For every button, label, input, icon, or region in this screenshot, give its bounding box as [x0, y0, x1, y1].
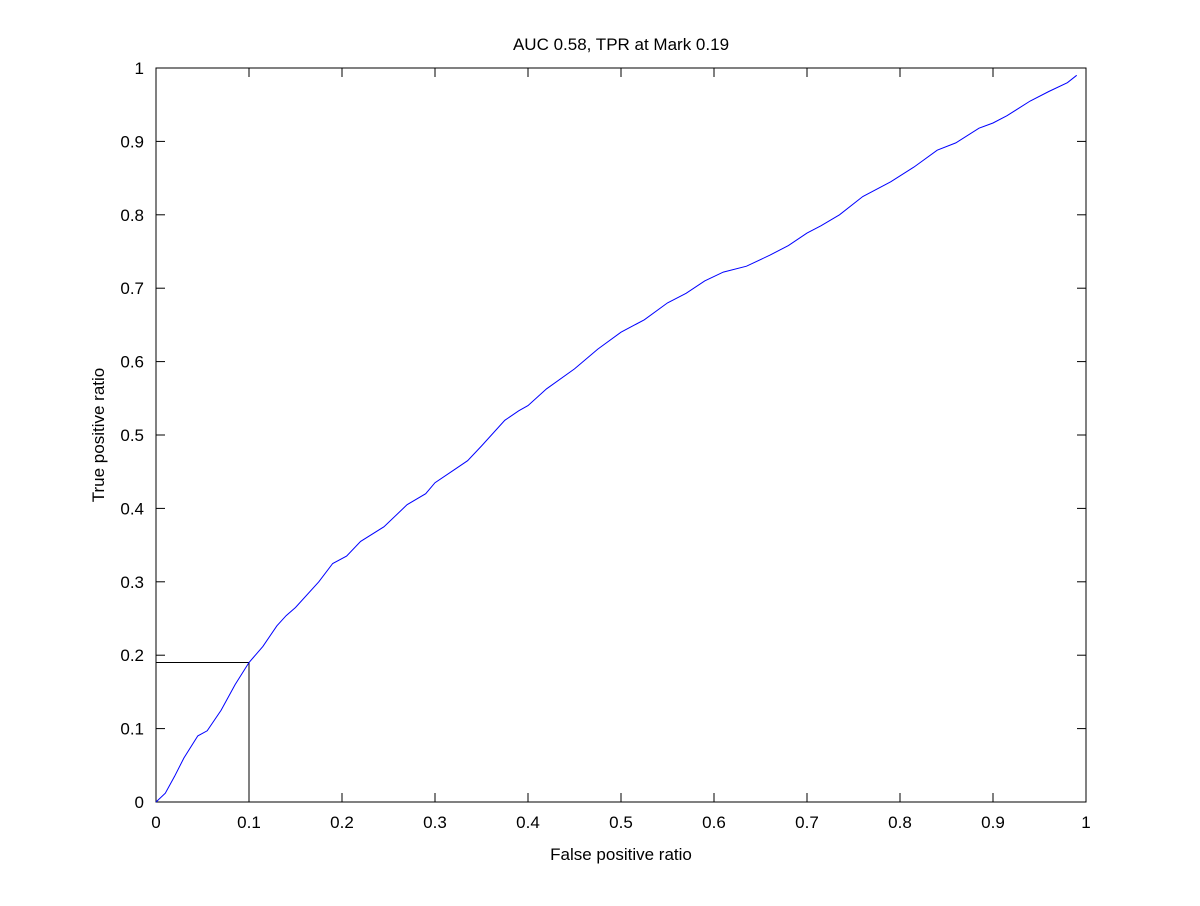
y-tick-label: 0 [135, 793, 144, 812]
axis-tick-labels: 0 0.1 0.2 0.3 0.4 0.5 0.6 0.7 0.8 0.9 1 0 0.1 0.2 0.3 0… [120, 59, 1090, 832]
plot-box [155, 67, 1087, 803]
y-tick-label: 0.7 [120, 279, 144, 298]
roc-curve-line [155, 74, 1078, 803]
x-tick-label: 0 [151, 813, 160, 832]
x-tick-label: 0.4 [516, 813, 540, 832]
x-tick-label: 0.8 [888, 813, 912, 832]
y-tick-label: 0.8 [120, 206, 144, 225]
y-tick-label: 0.6 [120, 353, 144, 372]
chart-title: AUC 0.58, TPR at Mark 0.19 [513, 35, 729, 54]
plot-area: 0 0.1 0.2 0.3 0.4 0.5 0.6 0.7 0.8 0.9 1 0 0.1 0.2 0.3 0… [120, 59, 1090, 832]
x-axis-label: False positive ratio [550, 845, 692, 864]
x-tick-label: 0.9 [981, 813, 1005, 832]
y-tick-label: 0.1 [120, 720, 144, 739]
y-tick-label: 0.9 [120, 132, 144, 151]
x-tick-label: 1 [1081, 813, 1090, 832]
y-axis-label: True positive ratio [89, 368, 108, 502]
x-tick-label: 0.2 [330, 813, 354, 832]
y-tick-label: 0.5 [120, 426, 144, 445]
x-tick-label: 0.3 [423, 813, 447, 832]
y-tick-label: 0.2 [120, 646, 144, 665]
y-tick-label: 0.4 [120, 499, 144, 518]
x-tick-label: 0.6 [702, 813, 726, 832]
y-tick-label: 1 [135, 59, 144, 78]
chart-marks [155, 74, 1078, 803]
x-tick-label: 0.7 [795, 813, 819, 832]
x-tick-label: 0.1 [237, 813, 261, 832]
x-tick-label: 0.5 [609, 813, 633, 832]
y-tick-label: 0.3 [120, 573, 144, 592]
